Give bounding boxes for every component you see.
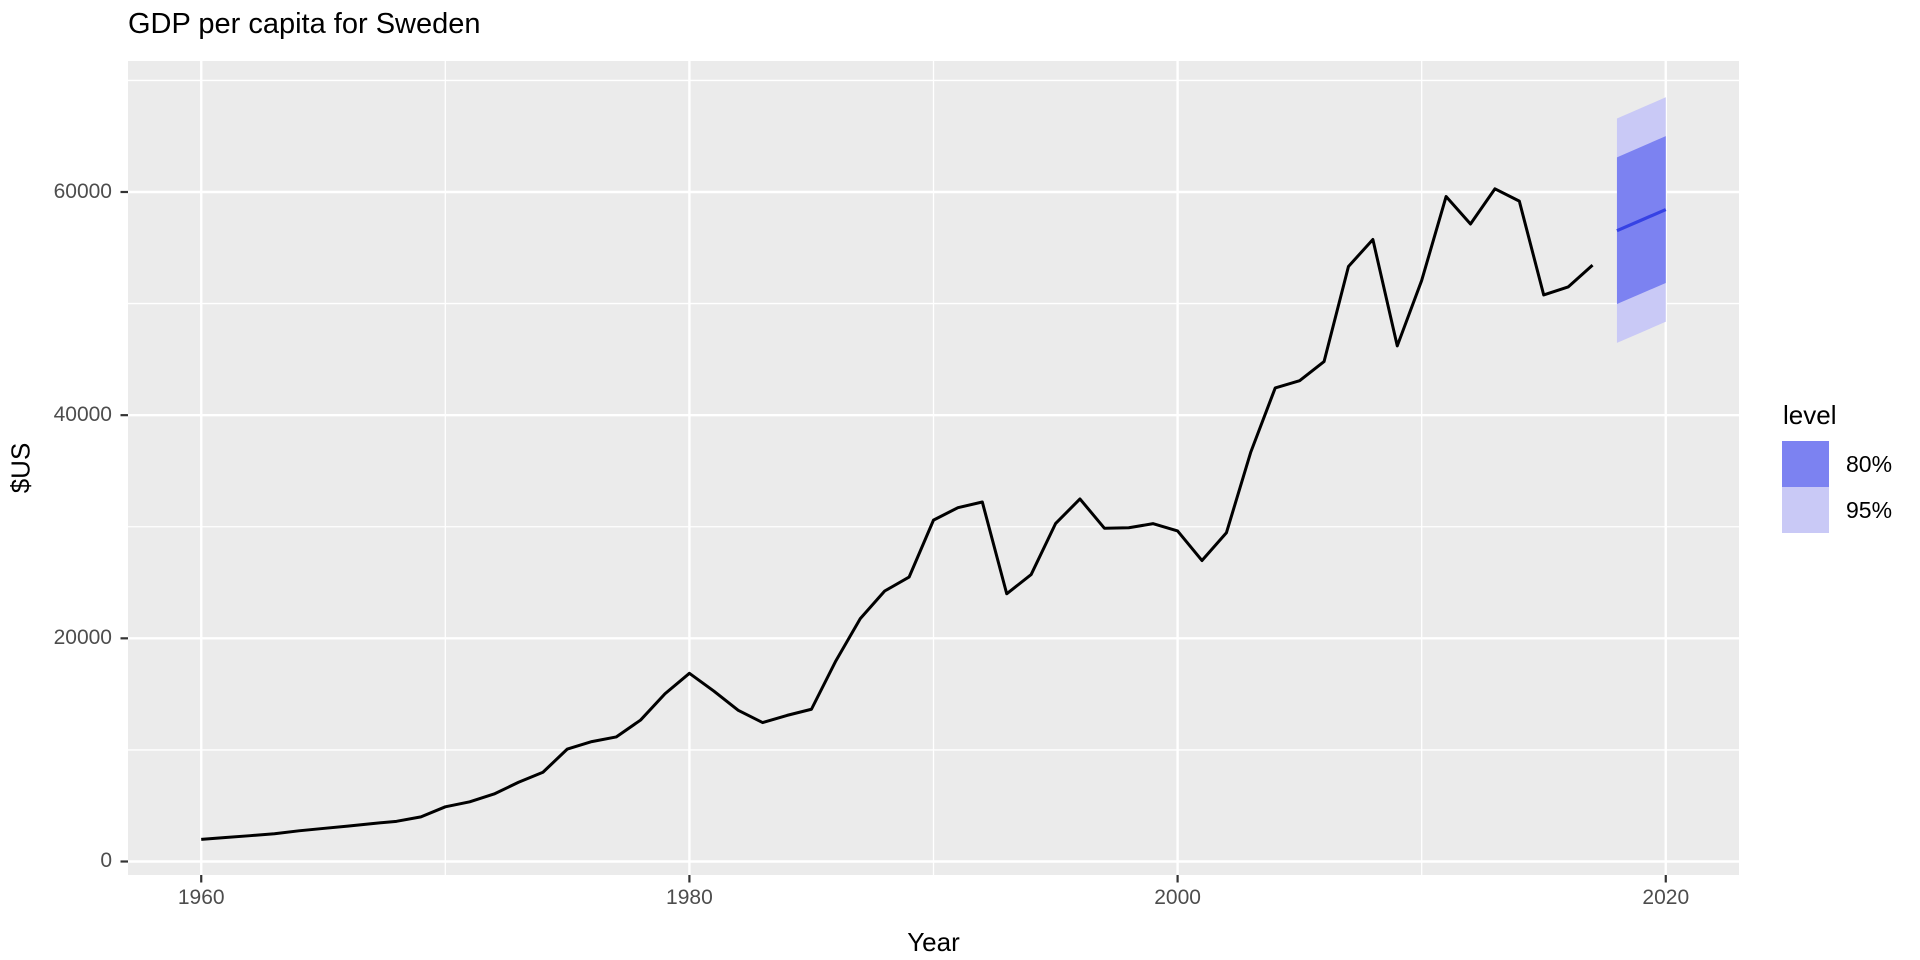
- y-tick-label: 60000: [53, 179, 112, 203]
- x-tick-label: 2000: [1154, 886, 1201, 909]
- x-axis-title: Year: [907, 927, 960, 957]
- gdp-history-line: [201, 187, 1594, 841]
- legend-title: level: [1783, 400, 1837, 430]
- legend-swatch-80-icon: [1782, 441, 1829, 487]
- x-tick-label: 2020: [1642, 886, 1690, 909]
- forecast-mean-line: [1616, 208, 1667, 233]
- y-tick-label: 0: [100, 849, 112, 873]
- x-tick-label: 1960: [177, 886, 225, 909]
- y-axis-title: $US: [5, 442, 36, 494]
- legend: level 80% 95%: [1782, 400, 1892, 533]
- legend-item-95: 95%: [1782, 487, 1892, 533]
- chart-title: GDP per capita for Sweden: [128, 8, 481, 40]
- legend-item-label: 80%: [1846, 450, 1893, 477]
- y-tick-label: 20000: [53, 626, 112, 650]
- legend-swatch-95-icon: [1782, 487, 1829, 533]
- y-tick-label: 40000: [53, 403, 112, 427]
- x-tick-label: 1980: [666, 886, 713, 909]
- legend-item-80: 80%: [1782, 441, 1892, 487]
- legend-item-label: 95%: [1846, 496, 1893, 523]
